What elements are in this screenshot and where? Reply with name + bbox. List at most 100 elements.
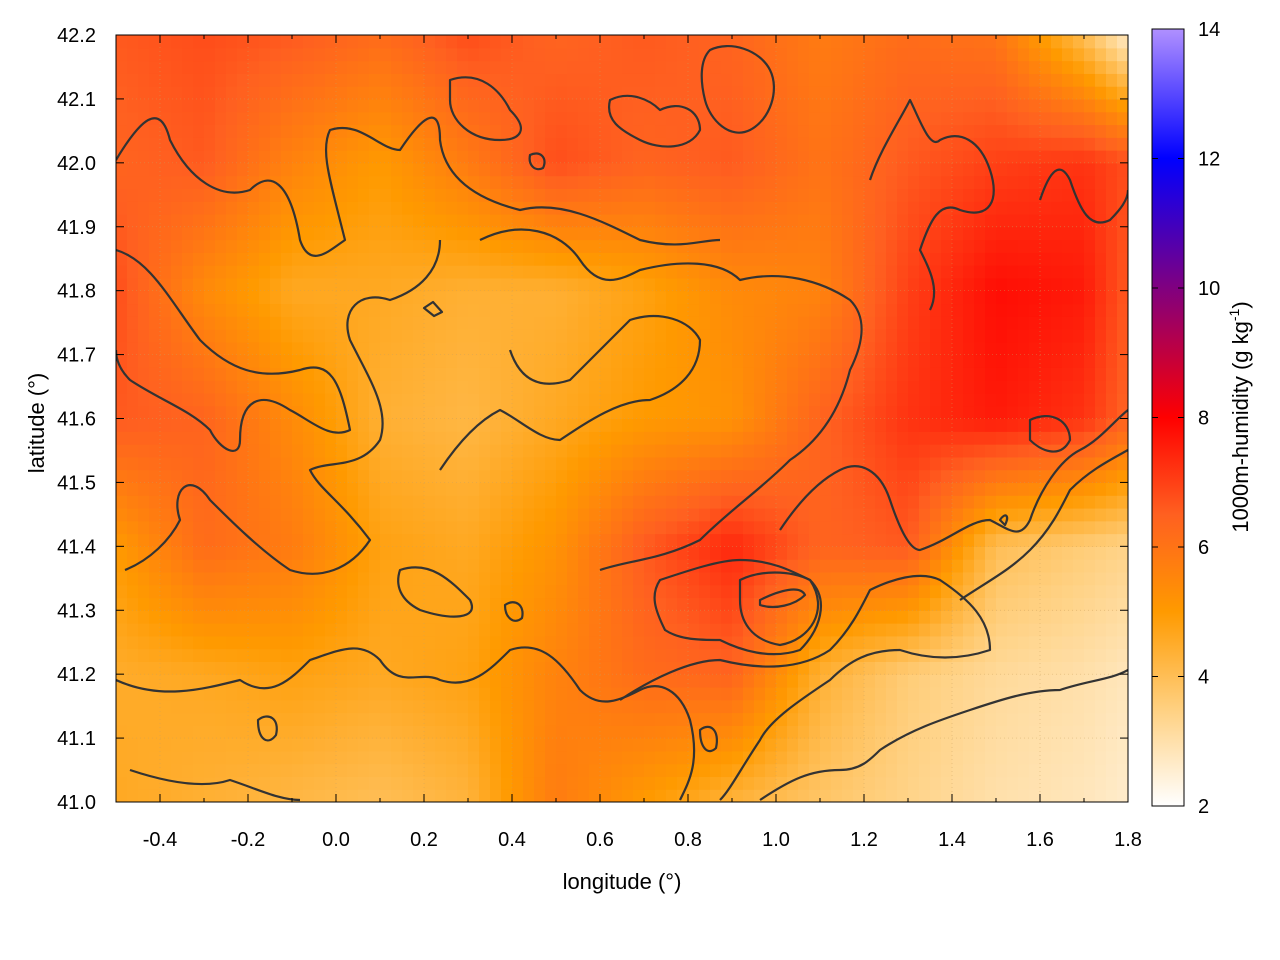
heatmap-cell xyxy=(996,674,1008,688)
heatmap-cell xyxy=(358,623,370,637)
heatmap-cell xyxy=(732,175,744,189)
heatmap-cell xyxy=(204,175,216,189)
heatmap-cell xyxy=(633,750,645,765)
heatmap-cell xyxy=(490,469,502,484)
heatmap-cell xyxy=(897,405,909,420)
heatmap-cell xyxy=(699,252,711,266)
heatmap-cell xyxy=(534,239,546,253)
heatmap-cell xyxy=(974,546,986,560)
heatmap-cell xyxy=(732,329,744,343)
heatmap-cell xyxy=(226,725,238,739)
heatmap-cell xyxy=(622,418,634,432)
heatmap-cell xyxy=(512,226,524,241)
heatmap-cell xyxy=(138,329,150,343)
heatmap-cell xyxy=(710,699,722,714)
heatmap-cell xyxy=(578,329,590,343)
heatmap-cell xyxy=(677,213,689,228)
heatmap-cell xyxy=(490,712,502,726)
heatmap-cell xyxy=(501,60,513,74)
heatmap-cell xyxy=(600,495,612,509)
heatmap-cell xyxy=(292,533,304,547)
heatmap-cell xyxy=(622,213,634,228)
heatmap-cell xyxy=(193,162,205,177)
heatmap-cell xyxy=(710,584,722,599)
heatmap-cell xyxy=(644,597,656,611)
heatmap-cell xyxy=(963,290,975,305)
heatmap-cell xyxy=(1007,392,1019,407)
heatmap-cell xyxy=(325,507,337,522)
heatmap-cell xyxy=(644,507,656,522)
heatmap-cell xyxy=(534,150,546,164)
heatmap-cell xyxy=(567,392,579,407)
heatmap-cell xyxy=(688,546,700,560)
heatmap-cell xyxy=(831,367,843,381)
heatmap-cell xyxy=(864,137,876,151)
heatmap-cell xyxy=(413,571,425,586)
heatmap-cell xyxy=(776,495,788,509)
heatmap-cell xyxy=(600,610,612,624)
heatmap-cell xyxy=(644,86,656,100)
heatmap-cell xyxy=(853,252,865,266)
heatmap-cell xyxy=(193,111,205,126)
heatmap-cell xyxy=(424,226,436,241)
heatmap-cell xyxy=(908,175,920,189)
heatmap-cell xyxy=(908,712,920,726)
heatmap-cell xyxy=(919,750,931,765)
heatmap-cell xyxy=(457,776,469,790)
heatmap-cell xyxy=(743,533,755,547)
heatmap-cell xyxy=(567,571,579,586)
heatmap-cell xyxy=(930,661,942,675)
heatmap-cell xyxy=(985,405,997,420)
heatmap-cell xyxy=(941,750,953,765)
heatmap-cell xyxy=(798,559,810,573)
heatmap-cell xyxy=(490,431,502,445)
heatmap-cell xyxy=(820,47,832,62)
heatmap-cell xyxy=(963,252,975,266)
heatmap-cell xyxy=(149,392,161,407)
heatmap-cell xyxy=(754,610,766,624)
heatmap-cell xyxy=(809,188,821,202)
heatmap-cell xyxy=(600,137,612,151)
heatmap-cell xyxy=(974,380,986,394)
heatmap-cell xyxy=(292,124,304,138)
heatmap-cell xyxy=(380,469,392,484)
heatmap-cell xyxy=(281,533,293,547)
heatmap-cell xyxy=(248,469,260,484)
heatmap-cell xyxy=(292,201,304,215)
heatmap-cell xyxy=(787,738,799,752)
heatmap-cell xyxy=(1007,482,1019,496)
heatmap-cell xyxy=(589,111,601,126)
heatmap-cell xyxy=(237,380,249,394)
heatmap-cell xyxy=(655,265,667,279)
heatmap-cell xyxy=(391,277,403,292)
heatmap-cell xyxy=(193,201,205,215)
heatmap-cell xyxy=(633,597,645,611)
heatmap-cell xyxy=(193,431,205,445)
heatmap-cell xyxy=(996,60,1008,74)
heatmap-cell xyxy=(545,303,557,317)
heatmap-cell xyxy=(710,239,722,253)
heatmap-cell xyxy=(226,648,238,662)
heatmap-cell xyxy=(501,469,513,484)
heatmap-cell xyxy=(534,290,546,305)
heatmap-cell xyxy=(578,354,590,368)
heatmap-cell xyxy=(644,648,656,662)
heatmap-cell xyxy=(809,239,821,253)
heatmap-cell xyxy=(127,648,139,662)
heatmap-cell xyxy=(809,316,821,330)
heatmap-cell xyxy=(149,405,161,420)
heatmap-cell xyxy=(754,520,766,535)
heatmap-cell xyxy=(809,265,821,279)
heatmap-cell xyxy=(534,47,546,62)
heatmap-cell xyxy=(270,444,282,458)
heatmap-cell xyxy=(193,35,205,49)
heatmap-cell xyxy=(314,73,326,87)
heatmap-cell xyxy=(908,380,920,394)
heatmap-cell xyxy=(512,73,524,87)
heatmap-cell xyxy=(831,188,843,202)
heatmap-cell xyxy=(193,86,205,100)
heatmap-cell xyxy=(600,73,612,87)
heatmap-cell xyxy=(754,354,766,368)
heatmap-cell xyxy=(160,444,172,458)
heatmap-cell xyxy=(215,763,227,778)
